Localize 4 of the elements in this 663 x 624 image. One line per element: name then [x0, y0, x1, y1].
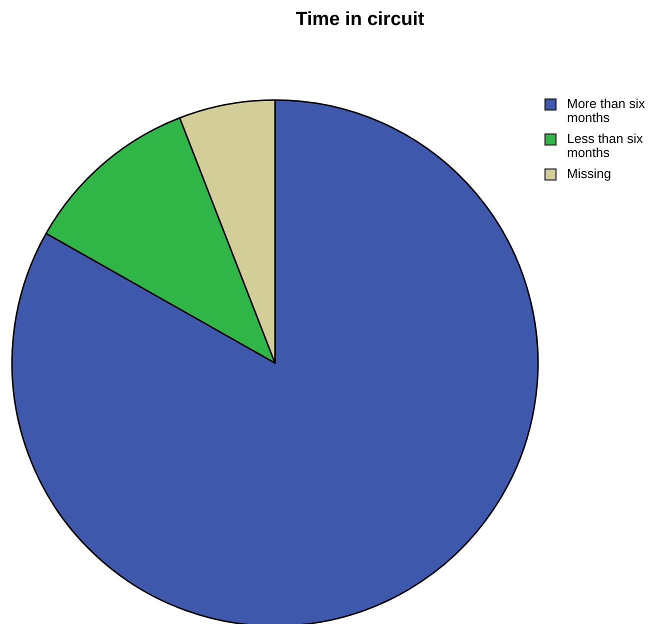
legend-label: Less than six months [567, 131, 644, 160]
chart-title: Time in circuit [296, 9, 425, 30]
legend-label: Missing [567, 166, 612, 181]
legend-label: More than six months [567, 96, 646, 125]
